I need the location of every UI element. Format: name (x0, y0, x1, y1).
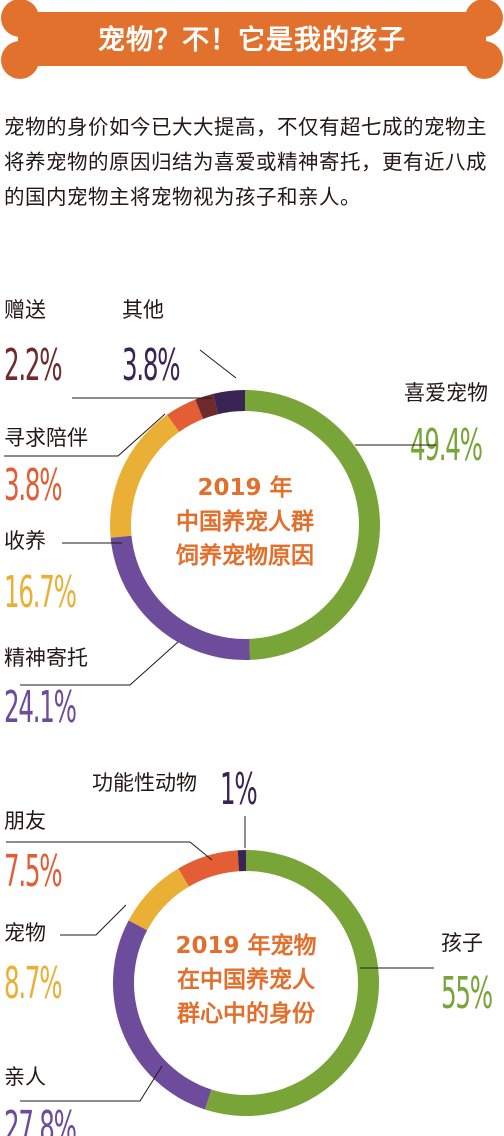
donut-slice-2 (110, 414, 180, 538)
slice-adopt-label: 收养 (4, 529, 46, 553)
leader-line (20, 1065, 163, 1102)
slice-companion-label: 寻求陪伴 (4, 426, 88, 450)
slice-friend-value: 7.5% (4, 845, 62, 897)
center-title-line: 在中国养宠人 (177, 966, 316, 993)
slice-love-label: 喜爱宠物 (404, 381, 488, 405)
center-title-line: 中国养宠人群 (176, 508, 314, 535)
slice-companion-value: 3.8% (4, 459, 62, 511)
slice-functional-label: 功能性动物 (92, 771, 197, 795)
slice-pet-label: 宠物 (4, 921, 46, 945)
donut-slice-4 (237, 850, 246, 872)
donut-bg (112, 849, 380, 1117)
donut-slice-3 (167, 399, 204, 432)
slice-gift-label: 赠送 (4, 298, 46, 322)
leader-line (60, 904, 127, 936)
slice-other-value: 3.8% (122, 339, 180, 391)
donut-slice-0 (245, 390, 381, 660)
donut-slice-2 (128, 868, 189, 931)
bone-banner (1, 0, 503, 79)
donut-bg (109, 389, 381, 661)
donut-slice-1 (110, 535, 251, 660)
slice-child-value: 55% (441, 967, 492, 1019)
slice-adopt-value: 16.7% (4, 566, 76, 618)
leader-line (4, 413, 166, 457)
center-title-line: 群心中的身份 (176, 1000, 316, 1027)
reasons-donut-chart: 2019 年中国养宠人群饲养宠物原因喜爱宠物49.4%精神寄托24.1%收养16… (4, 298, 488, 733)
slice-gift-value: 2.2% (4, 339, 62, 391)
leader-line (20, 641, 179, 686)
slice-child-label: 孩子 (441, 931, 483, 955)
center-title-line: 2019 年 (197, 474, 292, 501)
slice-spiritual-value: 24.1% (4, 681, 76, 733)
slice-other-label: 其他 (122, 298, 164, 322)
center-title-line: 2019 年宠物 (175, 932, 316, 959)
page-title: 宠物？不！它是我的孩子 (98, 25, 406, 56)
donut-slice-3 (178, 850, 239, 887)
intro-paragraph: 宠物的身价如今已大大提高，不仅有超七成的宠物主将养宠物的原因归结为喜爱或精神寄托… (4, 115, 487, 209)
donut-slice-5 (213, 390, 245, 415)
leader-line (6, 841, 213, 861)
slice-functional-value: 1% (220, 763, 257, 815)
slice-friend-label: 朋友 (4, 809, 46, 833)
donut-slice-1 (113, 920, 212, 1110)
slice-pet-value: 8.7% (4, 957, 62, 1009)
slice-family-label: 亲人 (4, 1065, 46, 1089)
donut-slice-4 (195, 393, 219, 420)
slice-spiritual-label: 精神寄托 (4, 646, 88, 670)
slice-family-value: 27.8% (4, 1101, 76, 1136)
leader-line (199, 349, 237, 379)
center-title-line: 饲养宠物原因 (175, 542, 314, 569)
